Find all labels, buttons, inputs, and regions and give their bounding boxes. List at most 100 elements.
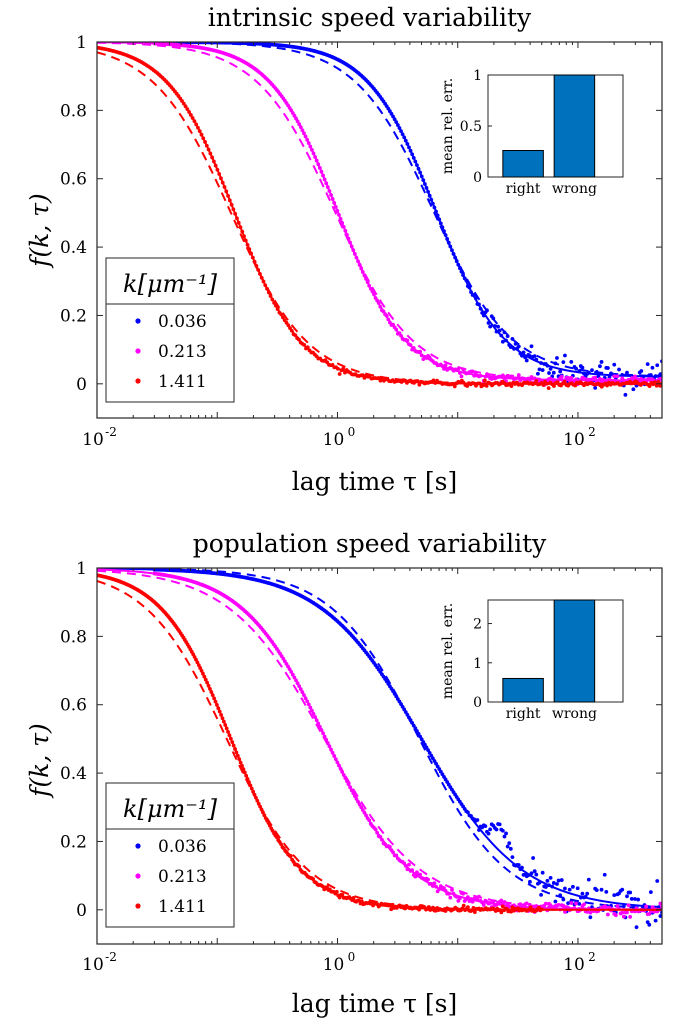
data-point (612, 362, 617, 367)
data-point (556, 902, 561, 907)
data-point (561, 360, 566, 364)
x-tick-exponent: -2 (105, 425, 117, 439)
data-point (499, 898, 504, 903)
data-point (510, 855, 515, 860)
data-point (566, 901, 571, 906)
data-point (628, 915, 633, 919)
data-point (626, 903, 631, 908)
data-point (636, 897, 641, 902)
data-point (621, 914, 626, 919)
y-tick-label: 0.2 (60, 832, 87, 852)
data-point (540, 870, 545, 875)
data-point (647, 922, 652, 927)
data-point (510, 374, 515, 379)
legend-entry: 0.213 (158, 342, 207, 362)
data-point (570, 884, 575, 889)
data-point (488, 827, 493, 832)
data-point (658, 914, 662, 918)
inset-x-label: right (506, 706, 541, 722)
data-point (532, 869, 537, 874)
data-point (634, 925, 639, 930)
data-point (547, 371, 551, 375)
data-point (551, 370, 556, 375)
data-point (623, 392, 628, 397)
panel-intrinsic: intrinsic speed variability 0 0.2 0.4 0.6 0.8… (25, 3, 663, 496)
data-point (535, 371, 540, 376)
data-point (543, 885, 548, 889)
data-point (647, 384, 652, 389)
data-point (548, 876, 553, 880)
legend-box (105, 257, 235, 403)
data-point (537, 367, 542, 372)
fit-line-dashed (97, 42, 662, 378)
legend-entry: 0.213 (158, 867, 207, 887)
data-point (655, 363, 660, 368)
data-point (612, 374, 617, 379)
data-point (407, 862, 411, 867)
data-point (486, 831, 491, 836)
data-point (528, 905, 533, 910)
data-point (418, 872, 423, 877)
data-point (569, 359, 574, 364)
data-point (540, 368, 545, 372)
fit-line-dashed (97, 42, 662, 382)
data-point (496, 324, 500, 329)
inset-bar (502, 677, 544, 703)
data-point (502, 834, 507, 839)
data-point (604, 889, 609, 894)
data-point (580, 365, 585, 370)
inset-y-tick-label: 0.5 (460, 119, 482, 135)
fit-line-solid (97, 568, 662, 909)
data-point (574, 901, 578, 906)
inset-y-axis-label: mean rel. err. (440, 78, 456, 174)
y-tick-label: 1 (76, 33, 87, 53)
data-point (505, 844, 510, 849)
y-tick-label: 0.2 (60, 306, 87, 326)
data-point (516, 373, 521, 377)
data-point (509, 384, 514, 388)
legend-box (105, 782, 235, 928)
data-point (613, 913, 618, 918)
data-point (658, 901, 662, 906)
data-point (465, 384, 470, 388)
legend-marker (135, 378, 141, 384)
inset-bar (553, 74, 596, 178)
data-point (562, 379, 567, 384)
fit-line-dashed (97, 569, 662, 911)
data-point (599, 360, 604, 364)
y-tick-label: 0.8 (60, 627, 87, 647)
data-point (528, 879, 532, 884)
data-point (504, 831, 508, 836)
legend-title: k[μm⁻¹] (123, 795, 218, 823)
data-point (653, 918, 658, 923)
data-point (593, 385, 598, 390)
data-point (337, 372, 342, 376)
x-tick-label: 10 (563, 955, 585, 975)
data-point (629, 896, 634, 901)
fit-line-dashed (97, 580, 662, 911)
data-point (650, 905, 655, 910)
data-point (508, 846, 513, 851)
data-point (539, 893, 543, 897)
x-tick-exponent: 0 (348, 425, 356, 439)
y-tick-label: 0.4 (60, 238, 87, 258)
data-point (452, 384, 457, 389)
data-point (426, 877, 430, 882)
data-point (552, 384, 556, 388)
x-tick-exponent: 2 (588, 425, 596, 439)
data-point (631, 387, 636, 392)
data-point (582, 902, 586, 907)
data-point (612, 893, 617, 898)
data-point (647, 912, 652, 916)
chart-title: population speed variability (193, 529, 547, 558)
data-point (543, 901, 548, 906)
x-tick-exponent: -2 (105, 950, 117, 964)
inset-y-tick-label: 2 (473, 617, 482, 633)
data-point (481, 903, 486, 907)
x-tick-label: 10 (323, 430, 345, 450)
data-point (588, 915, 593, 920)
data-point (548, 367, 553, 371)
fit-line-dashed (97, 568, 662, 910)
chart-title: intrinsic speed variability (208, 3, 532, 32)
